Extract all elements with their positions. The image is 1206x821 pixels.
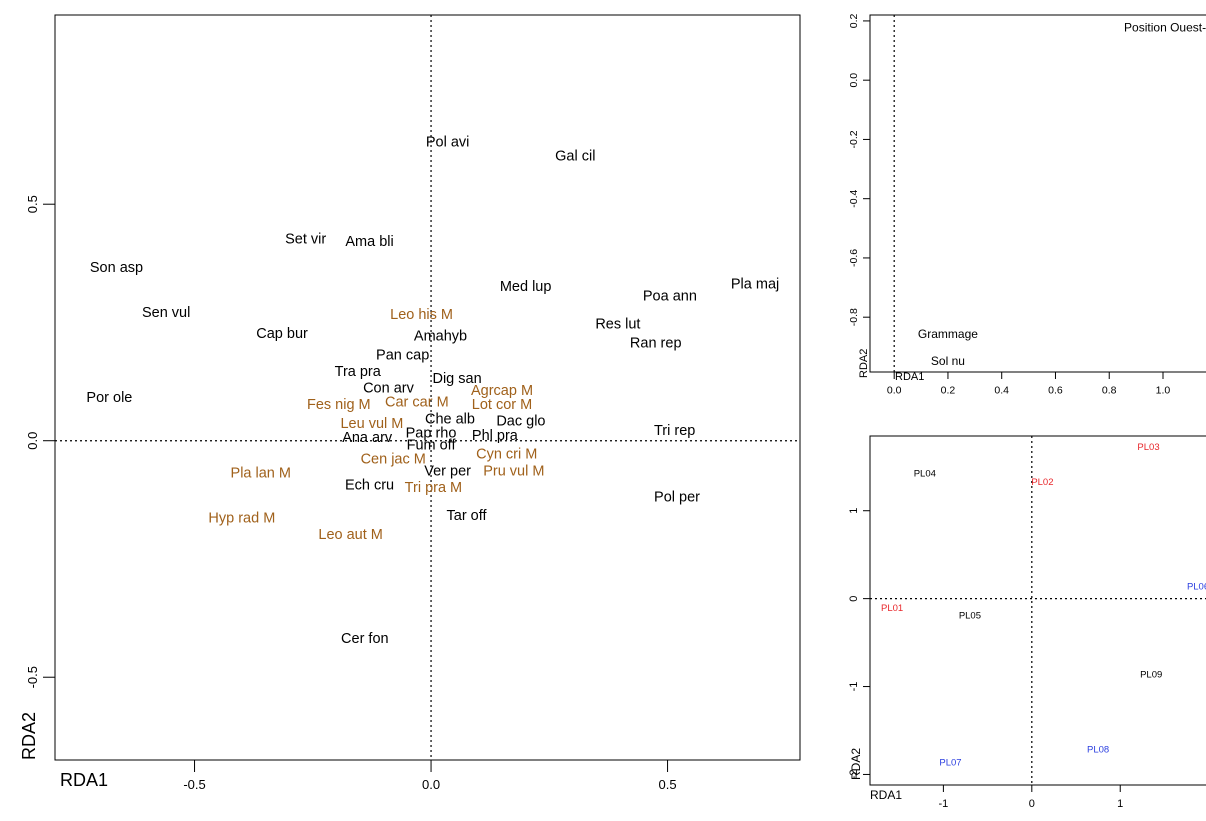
y-tick-label: -0.6	[848, 249, 860, 267]
point-label: Car car M	[385, 395, 449, 411]
point-label: Leo his M	[390, 307, 453, 323]
y-tick-label: 0	[848, 596, 860, 602]
x-tick-label: 0.0	[887, 385, 902, 397]
point-label: Tar off	[447, 508, 488, 524]
point-label: Pru vul M	[483, 463, 544, 479]
point-label: Por ole	[86, 390, 132, 406]
plots-biplot: -1 0 1 1 0 -1 -2 RDA1 RDA2 PL03 PL04 PL02 PL06 PL01 PL…	[830, 420, 1206, 821]
point-label: Pap rho	[406, 425, 457, 441]
point-label: Sen vul	[142, 305, 190, 321]
x-tick-label: 0.6	[1048, 385, 1063, 397]
x-tick-label: 0.2	[941, 385, 956, 397]
point-label: Fum off	[407, 437, 457, 453]
point-label: Pla lan M	[231, 466, 291, 482]
point-label: Leo aut M	[318, 527, 383, 543]
y-tick-label: 0.0	[848, 73, 860, 88]
point-label: Dac glo	[496, 414, 545, 430]
point-label: Con arv	[363, 381, 415, 397]
point-label: Phl pra	[472, 428, 519, 444]
y-tick-label: 1	[848, 508, 860, 514]
y-axis-title: RDA2	[849, 748, 863, 780]
point-label: Fes nig M	[307, 397, 371, 413]
species-biplot: -0.5 0.0 0.5 -0.5 0.0 0.5 RDA1 RDA2 Pol avi Gal c…	[19, 14, 801, 792]
y-tick-label: -0.8	[848, 308, 860, 326]
x-tick-label: 0.5	[659, 777, 677, 792]
point-label: PL06	[1187, 582, 1206, 593]
point-label: PL07	[939, 758, 961, 769]
point-label: Hyp rad M	[208, 511, 275, 527]
x-tick-label: -1	[938, 798, 948, 810]
plot-frame	[869, 435, 1206, 786]
y-tick-label: 0.0	[25, 432, 40, 450]
point-label: Ran rep	[630, 336, 682, 352]
point-label: Pol per	[654, 489, 700, 505]
point-label: Leu vul M	[340, 416, 403, 432]
point-label: Amahyb	[414, 328, 467, 344]
y-tick-label: 0.5	[25, 195, 40, 213]
plots-biplot-svg: -1 0 1 1 0 -1 -2 RDA1 RDA2 PL03 PL04 PL02 PL06 PL01 PL…	[848, 435, 1206, 810]
point-label: PL03	[1137, 442, 1159, 453]
point-label: Cap bur	[256, 326, 308, 342]
point-label: PL09	[1140, 670, 1162, 681]
point-label: Med lup	[500, 279, 552, 295]
point-label: Che alb	[425, 411, 475, 427]
y-axis-title: RDA2	[858, 349, 870, 378]
environment-biplot: 0.0 0.2 0.4 0.6 0.8 1.0 0.2 0.0 -0.2 -0.4 -0.6 -0.8…	[830, 0, 1206, 410]
y-axis-title: RDA2	[19, 712, 39, 760]
y-tick-label: 0.2	[848, 13, 860, 28]
environment-biplot-svg: 0.0 0.2 0.4 0.6 0.8 1.0 0.2 0.0 -0.2 -0.4 -0.6 -0.8…	[848, 13, 1206, 397]
y-tick-label: -0.4	[848, 189, 860, 207]
point-label: Tri pra M	[405, 480, 462, 496]
point-label: Pan cap	[376, 347, 429, 363]
point-label: Set vir	[285, 232, 326, 248]
point-label: Ana arv	[342, 430, 393, 446]
x-tick-label: 0.8	[1102, 385, 1117, 397]
y-tick-label: -0.5	[25, 666, 40, 688]
point-label: PL08	[1087, 744, 1109, 755]
x-axis-title: RDA1	[60, 770, 108, 790]
point-label: Ver per	[424, 463, 471, 479]
point-label: Cyn cri M	[476, 447, 537, 463]
point-label: Son asp	[90, 260, 143, 276]
point-label: Tra pra	[335, 364, 382, 380]
point-label: PL02	[1031, 477, 1053, 488]
point-label: PL01	[881, 603, 903, 614]
point-label: Pla maj	[731, 276, 779, 292]
y-tick-label: -2	[848, 770, 860, 780]
point-label: Poa ann	[643, 288, 697, 304]
species-biplot-svg: -0.5 0.0 0.5 -0.5 0.0 0.5 RDA1 RDA2 Pol avi Gal c…	[19, 14, 801, 792]
point-label: Ama bli	[345, 234, 393, 250]
point-label: Cer fon	[341, 631, 389, 647]
point-label: PL04	[914, 468, 936, 479]
x-tick-label: 1.0	[1156, 385, 1171, 397]
point-label: Agrcap M	[471, 383, 533, 399]
x-tick-label: 0.4	[994, 385, 1009, 397]
x-tick-label: -0.5	[183, 777, 205, 792]
point-label: Position Ouest-Est	[1124, 21, 1206, 35]
plot-frame	[54, 14, 801, 761]
point-label: Pol avi	[426, 135, 470, 151]
point-label: Dig san	[432, 371, 481, 387]
plot-frame	[869, 14, 1206, 373]
y-tick-label: -1	[848, 682, 860, 692]
x-tick-label: 1	[1117, 798, 1123, 810]
point-label: Res lut	[595, 317, 640, 333]
point-label: PL05	[959, 611, 981, 622]
x-tick-label: 0.0	[422, 777, 440, 792]
point-label: Tri rep	[654, 423, 695, 439]
point-label: Ech cru	[345, 477, 394, 493]
x-axis-title: RDA1	[870, 788, 902, 802]
point-label: Lot cor M	[472, 397, 532, 413]
x-tick-label: 0	[1029, 798, 1035, 810]
point-label: Cen jac M	[361, 451, 426, 467]
point-label: Gal cil	[555, 149, 595, 165]
point-label: Grammage	[918, 327, 978, 341]
y-tick-label: -0.2	[848, 130, 860, 148]
point-label: Sol nu	[931, 354, 965, 368]
x-axis-title: RDA1	[895, 371, 924, 383]
